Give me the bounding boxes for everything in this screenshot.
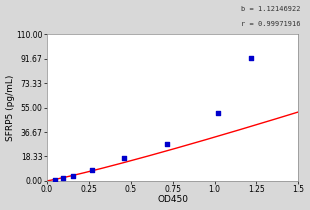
Point: [249, 56, 254, 60]
Point: [70, 174, 75, 177]
Point: [215, 111, 220, 115]
Text: r = 0.99971916: r = 0.99971916: [241, 21, 301, 27]
Text: b = 1.12146922: b = 1.12146922: [241, 6, 301, 12]
Y-axis label: SFRP5 (pg/mL): SFRP5 (pg/mL): [6, 74, 15, 141]
Point: [90, 168, 95, 171]
Point: [165, 142, 170, 145]
Point: [61, 177, 66, 180]
Point: [53, 179, 58, 182]
Point: [121, 156, 126, 160]
X-axis label: OD450: OD450: [157, 196, 188, 205]
